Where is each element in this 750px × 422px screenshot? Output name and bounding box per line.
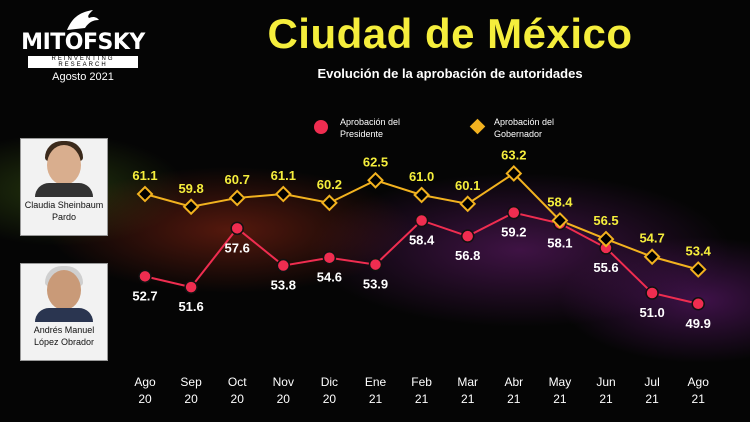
governor-face: [47, 145, 81, 185]
x-tick-year: 20: [184, 392, 198, 406]
horse-emblem-icon: [67, 10, 99, 30]
logo-tagline: REINVENTING RESEARCH: [28, 56, 138, 68]
x-tick-year: 20: [323, 392, 337, 406]
governor-data-label: 54.7: [639, 231, 664, 246]
president-data-label: 58.4: [409, 232, 435, 247]
governor-data-label: 61.1: [132, 168, 157, 183]
governor-data-label: 61.1: [271, 168, 296, 183]
x-tick-year: 21: [369, 392, 383, 406]
president-point: [276, 258, 291, 273]
president-data-label: 52.7: [132, 288, 157, 303]
x-tick-month: Dic: [321, 375, 338, 389]
governor-data-label: 62.5: [363, 154, 388, 169]
president-point: [230, 221, 244, 236]
x-tick-month: Sep: [180, 375, 202, 389]
governor-data-label: 59.8: [178, 181, 203, 196]
president-data-label: 53.8: [271, 278, 296, 293]
x-tick-year: 20: [277, 392, 291, 406]
president-point: [368, 257, 383, 272]
x-tick-month: May: [549, 375, 572, 389]
x-tick-year: 21: [415, 392, 429, 406]
x-tick-month: Feb: [411, 375, 432, 389]
page-subtitle: Evolución de la aprobación de autoridade…: [317, 66, 583, 81]
x-tick-year: 21: [692, 392, 706, 406]
governor-data-label: 63.2: [501, 147, 526, 162]
x-tick-month: Ago: [134, 375, 156, 389]
legend-label-governor: Aprobación del Gobernador: [494, 117, 555, 139]
governor-point: [136, 185, 154, 203]
president-point: [645, 286, 659, 300]
x-tick-year: 20: [231, 392, 245, 406]
governor-point: [597, 230, 615, 248]
governor-data-label: 61.0: [409, 169, 434, 184]
governor-point: [551, 212, 569, 229]
president-point: [460, 229, 475, 243]
president-data-label: 56.8: [455, 248, 480, 263]
governor-point: [182, 198, 200, 216]
x-tick-year: 20: [138, 392, 152, 406]
president-point: [322, 250, 337, 265]
governor-data-label: 58.4: [547, 194, 573, 209]
legend-label-president: Aprobación del Presidente: [340, 117, 401, 139]
x-tick-month: Nov: [273, 375, 294, 389]
governor-data-label: 53.4: [686, 243, 712, 258]
governor-point: [689, 261, 707, 278]
president-name: Andrés Manuel López Obrador: [33, 325, 95, 347]
governor-point: [413, 186, 431, 204]
governor-point: [643, 248, 661, 266]
x-tick-year: 21: [599, 392, 613, 406]
governor-data-label: 60.2: [317, 177, 342, 192]
president-point: [184, 280, 198, 294]
governor-data-label: 60.7: [225, 172, 250, 187]
page-title: Ciudad de México: [267, 10, 633, 57]
x-tick-year: 21: [553, 392, 567, 406]
president-data-label: 59.2: [501, 225, 526, 240]
president-data-label: 51.0: [639, 305, 664, 320]
president-data-label: 55.6: [593, 260, 618, 275]
governor-point: [367, 171, 384, 189]
governor-point: [320, 194, 338, 212]
president-data-label: 53.9: [363, 277, 388, 292]
president-point: [414, 213, 429, 228]
logo-name: MITOFSKY: [21, 30, 145, 55]
x-tick-year: 21: [461, 392, 475, 406]
x-tick-month: Oct: [228, 375, 247, 389]
x-tick-month: Jul: [644, 375, 659, 389]
governor-point: [505, 165, 523, 182]
x-tick-year: 21: [507, 392, 521, 406]
legend-marker-president: [314, 120, 328, 134]
president-data-label: 58.1: [547, 235, 572, 250]
president-portrait: Andrés Manuel López Obrador: [20, 263, 108, 361]
governor-data-label: 56.5: [593, 213, 618, 228]
logo-date: Agosto 2021: [52, 71, 114, 83]
president-body: [35, 308, 93, 322]
governor-data-label: 60.1: [455, 178, 480, 193]
governor-point: [274, 185, 292, 203]
president-data-label: 54.6: [317, 270, 342, 285]
x-tick-month: Ago: [688, 375, 710, 389]
president-point: [138, 269, 152, 284]
governor-point: [228, 189, 246, 207]
governor-body: [35, 183, 93, 197]
governor-portrait: Claudia Sheinbaum Pardo: [20, 138, 108, 236]
president-face: [47, 270, 81, 310]
governor-name: Claudia Sheinbaum Pardo: [24, 200, 104, 222]
president-data-label: 49.9: [686, 316, 711, 331]
president-point: [691, 297, 705, 311]
x-tick-year: 21: [645, 392, 659, 406]
president-point: [507, 205, 521, 220]
x-tick-month: Mar: [457, 375, 478, 389]
x-tick-month: Abr: [504, 375, 523, 389]
president-data-label: 51.6: [178, 299, 203, 314]
president-data-label: 57.6: [225, 240, 250, 255]
x-tick-month: Ene: [365, 375, 387, 389]
mitofsky-logo: MITOFSKY REINVENTING RESEARCH Agosto 202…: [18, 8, 148, 83]
x-tick-month: Jun: [596, 375, 615, 389]
governor-point: [459, 195, 477, 213]
